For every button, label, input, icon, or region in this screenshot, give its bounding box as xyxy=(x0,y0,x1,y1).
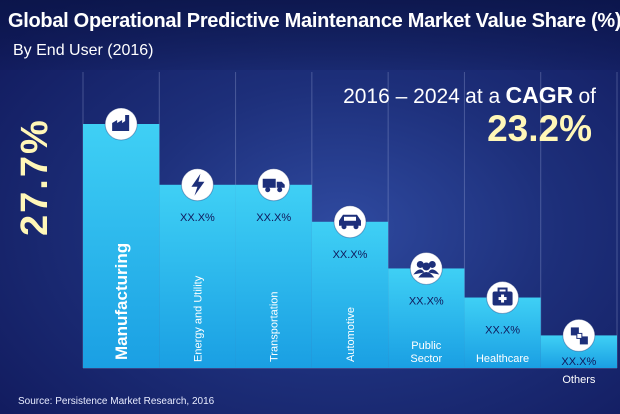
cagr-at-a: at a xyxy=(465,85,501,108)
truck-icon xyxy=(257,168,291,202)
source-note: Source: Persistence Market Research, 201… xyxy=(18,396,215,407)
category-label: Manufacturing xyxy=(112,243,131,360)
bar-energy-and-utility xyxy=(159,184,236,368)
factory-icon xyxy=(104,107,138,141)
chart-title: Global Operational Predictive Maintenanc… xyxy=(8,10,620,32)
category-label: Transportation xyxy=(269,291,281,362)
category-label: Public xyxy=(411,340,441,352)
category-label: Others xyxy=(562,374,596,386)
cagr-of: of xyxy=(578,85,596,108)
category-label: Healthcare xyxy=(476,353,529,365)
value-label: XX.X% xyxy=(333,249,368,261)
category-label: Energy and Utility xyxy=(192,275,204,362)
lightning-icon xyxy=(180,168,214,202)
blocks-icon xyxy=(562,318,596,352)
cagr-years: 2016 – 2024 xyxy=(343,85,460,108)
car-icon xyxy=(333,205,367,239)
value-label: XX.X% xyxy=(409,295,444,307)
header-bar xyxy=(0,0,620,70)
manufacturing-share-value: 27.7% xyxy=(14,118,56,236)
value-label: XX.X% xyxy=(485,325,520,337)
people-icon xyxy=(409,251,443,285)
category-label: Automotive xyxy=(345,307,357,362)
bar-transportation xyxy=(235,184,312,368)
cagr-value: 23.2% xyxy=(487,108,592,149)
category-label: Sector xyxy=(410,353,442,365)
bar-automotive xyxy=(311,221,389,368)
value-label: XX.X% xyxy=(561,356,596,368)
bar-manufacturing xyxy=(83,124,160,368)
chart-subtitle: By End User (2016) xyxy=(13,42,154,59)
value-label: XX.X% xyxy=(256,212,291,224)
cagr-word: CAGR xyxy=(505,82,574,108)
value-label: XX.X% xyxy=(180,212,215,224)
medical-kit-icon xyxy=(486,281,520,315)
bar-public-sector xyxy=(388,268,465,368)
cagr-heading: 2016 – 2024 at a CAGR of xyxy=(343,82,596,109)
